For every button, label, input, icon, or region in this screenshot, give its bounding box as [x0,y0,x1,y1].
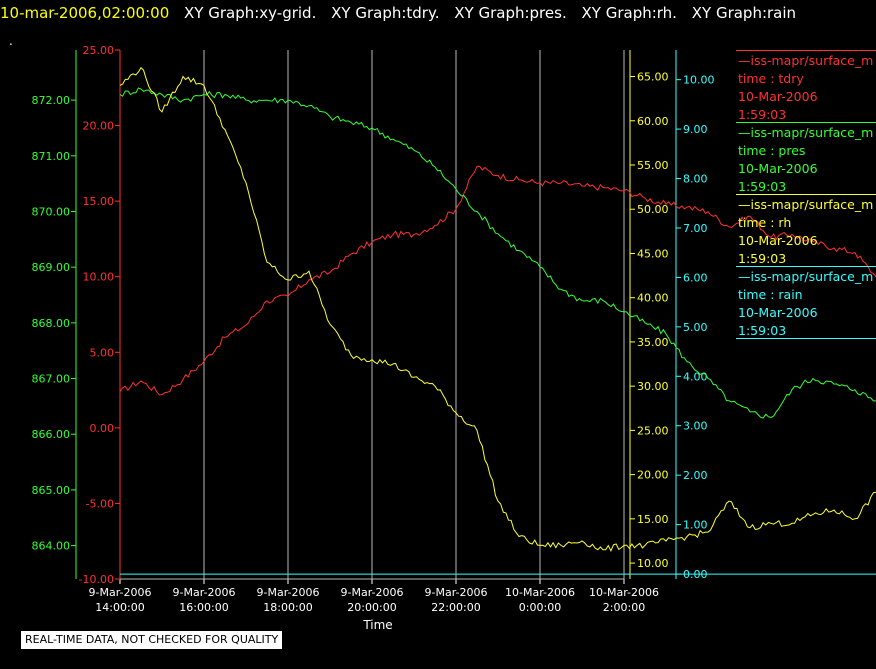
x-tick-label-date: 10-Mar-2006 [589,586,659,599]
quality-notice: REAL-TIME DATA, NOT CHECKED FOR QUALITY [21,631,283,649]
graph-title-xy-grid: XY Graph:xy-grid. [184,4,317,22]
x-tick-label-date: 10-Mar-2006 [505,586,575,599]
legend-item-rh: —iss-mapr/surface_m time : rh 10-Mar-200… [736,194,876,266]
pres-tick-label: 865.00 [32,484,71,497]
legend-item-pres: —iss-mapr/surface_m time : pres 10-Mar-2… [736,122,876,194]
x-tick-label-time: 18:00:00 [263,601,312,614]
rain-tick-label: 10.00 [683,74,715,87]
legend-variable: time : pres [738,143,806,158]
rh-tick-label: 65.00 [637,71,669,84]
x-tick-label-time: 14:00:00 [95,601,144,614]
series-line-tdry [119,165,876,396]
tdry-tick-label: 15.00 [83,195,115,208]
rh-tick-label: 35.00 [637,336,669,349]
series-line-rh [119,66,876,552]
rh-tick-label: 45.00 [637,247,669,260]
timestamp: 10-mar-2006,02:00:00 [0,4,170,22]
x-tick-label-time: 16:00:00 [179,601,228,614]
rain-tick-label: 1.00 [683,519,708,532]
rh-tick-label: 55.00 [637,159,669,172]
rh-tick-label: 15.00 [637,513,669,526]
x-tick-label-date: 9-Mar-2006 [341,586,404,599]
legend-time: 1:59:03 [738,251,787,266]
rh-tick-label: 60.00 [637,115,669,128]
x-tick-label-time: 2:00:00 [603,601,645,614]
rain-tick-label: 3.00 [683,420,708,433]
x-tick-label-time: 20:00:00 [347,601,396,614]
pres-tick-label: 872.00 [32,94,71,107]
legend-source: —iss-mapr/surface_m [738,125,874,140]
legend-date: 10-Mar-2006 [738,161,818,176]
pres-tick-label: 870.00 [32,205,71,218]
graph-title-pres: XY Graph:pres. [454,4,567,22]
legend-source: —iss-mapr/surface_m [738,53,874,68]
legend-date: 10-Mar-2006 [738,305,818,320]
rain-tick-label: 8.00 [683,173,708,186]
pres-tick-label: 864.00 [32,540,71,553]
pres-tick-label: 871.00 [32,150,71,163]
header: 10-mar-2006,02:00:00 XY Graph:xy-grid. X… [0,2,796,24]
tdry-tick-label: -10.00 [79,573,114,586]
legend-variable: time : rh [738,215,792,230]
legend-item-tdry: —iss-mapr/surface_m time : tdry 10-Mar-2… [736,50,876,122]
x-tick-label-date: 9-Mar-2006 [257,586,320,599]
legend-source: —iss-mapr/surface_m [738,197,874,212]
legend-variable: time : rain [738,287,803,302]
legend-variable: time : tdry [738,71,804,86]
tdry-tick-label: 10.00 [83,271,115,284]
x-tick-label-date: 9-Mar-2006 [425,586,488,599]
rh-tick-label: 25.00 [637,424,669,437]
series-line-pres [119,87,876,419]
x-tick-label-time: 0:00:00 [519,601,561,614]
pres-tick-label: 867.00 [32,373,71,386]
tdry-tick-label: 25.00 [83,44,115,57]
rh-tick-label: 20.00 [637,469,669,482]
x-tick-label-date: 9-Mar-2006 [173,586,236,599]
legend-date: 10-Mar-2006 [738,89,818,104]
rain-tick-label: 2.00 [683,469,708,482]
legend-item-rain: —iss-mapr/surface_m time : rain 10-Mar-2… [736,266,876,339]
tdry-tick-label: 0.00 [90,422,115,435]
graph-title-tdry: XY Graph:tdry. [331,4,440,22]
rh-tick-label: 30.00 [637,380,669,393]
legend-time: 1:59:03 [738,179,787,194]
rain-tick-label: 6.00 [683,271,708,284]
legend-date: 10-Mar-2006 [738,233,818,248]
tdry-tick-label: -5.00 [86,497,114,510]
marker-dot: . [9,34,13,48]
x-tick-label-time: 22:00:00 [431,601,480,614]
legend-source: —iss-mapr/surface_m [738,269,874,284]
legend-time: 1:59:03 [738,107,787,122]
graph-title-rain: XY Graph:rain [691,4,797,22]
x-tick-label-date: 9-Mar-2006 [89,586,152,599]
pres-tick-label: 866.00 [32,428,71,441]
rain-tick-label: 4.00 [683,370,708,383]
pres-tick-label: 869.00 [32,261,71,274]
pres-tick-label: 868.00 [32,317,71,330]
rain-tick-label: 9.00 [683,123,708,136]
rh-tick-label: 10.00 [637,557,669,570]
rh-tick-label: 50.00 [637,203,669,216]
legend-time: 1:59:03 [738,323,787,338]
rain-tick-label: 7.00 [683,222,708,235]
rain-tick-label: 5.00 [683,321,708,334]
tdry-tick-label: 20.00 [83,120,115,133]
graph-title-rh: XY Graph:rh. [581,4,677,22]
rh-tick-label: 40.00 [637,292,669,305]
x-axis-label: Time [362,618,392,632]
tdry-tick-label: 5.00 [90,346,115,359]
legend: —iss-mapr/surface_m time : tdry 10-Mar-2… [736,50,876,339]
